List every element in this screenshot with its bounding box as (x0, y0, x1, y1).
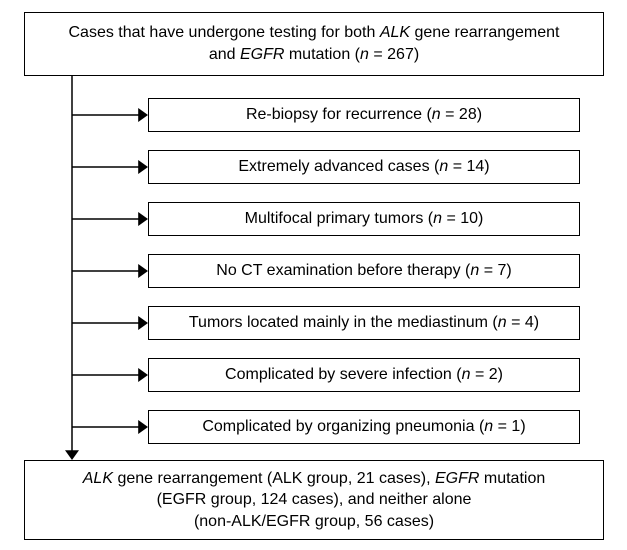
n-label: n (360, 46, 369, 63)
n-value: = 2) (471, 366, 503, 383)
n-label: n (470, 262, 479, 279)
exclusion-box: Complicated by organizing pneumonia (n =… (148, 410, 580, 444)
cohort-line1: Cases that have undergone testing for bo… (68, 22, 559, 44)
n-label: n (484, 418, 493, 435)
n-value: = 4) (507, 314, 539, 331)
exclusion-text: Tumors located mainly in the mediastinum… (189, 314, 498, 331)
exclusion-text: No CT examination before therapy ( (216, 262, 470, 279)
text: and (209, 46, 240, 63)
exclusion-box: Complicated by severe infection (n = 2) (148, 358, 580, 392)
n-value: = 10) (442, 210, 483, 227)
cohort-line2: and EGFR mutation (n = 267) (209, 44, 419, 66)
result-line2: (EGFR group, 124 cases), and neither alo… (157, 489, 472, 511)
cohort-box: Cases that have undergone testing for bo… (24, 12, 604, 76)
exclusion-box: Extremely advanced cases (n = 14) (148, 150, 580, 184)
gene-egfr: EGFR (435, 470, 479, 487)
exclusion-text: Extremely advanced cases ( (238, 158, 439, 175)
gene-egfr: EGFR (240, 46, 284, 63)
exclusion-box: Multifocal primary tumors (n = 10) (148, 202, 580, 236)
n-label: n (462, 366, 471, 383)
text: mutation (479, 470, 545, 487)
text: gene rearrangement (ALK group, 21 cases)… (113, 470, 435, 487)
gene-alk: ALK (83, 470, 113, 487)
exclusion-text: Multifocal primary tumors ( (245, 210, 433, 227)
exclusion-text: Complicated by severe infection ( (225, 366, 462, 383)
n-value: = 7) (479, 262, 511, 279)
text: gene rearrangement (410, 24, 559, 41)
n-value: = 14) (448, 158, 489, 175)
exclusion-box: Tumors located mainly in the mediastinum… (148, 306, 580, 340)
text: mutation ( (284, 46, 360, 63)
result-box: ALK gene rearrangement (ALK group, 21 ca… (24, 460, 604, 540)
n-label: n (439, 158, 448, 175)
text: Cases that have undergone testing for bo… (68, 24, 379, 41)
gene-alk: ALK (380, 24, 410, 41)
result-line3: (non-ALK/EGFR group, 56 cases) (194, 511, 434, 533)
exclusion-text: Complicated by organizing pneumonia ( (202, 418, 484, 435)
n-value: = 1) (493, 418, 525, 435)
n-label: n (433, 210, 442, 227)
result-line1: ALK gene rearrangement (ALK group, 21 ca… (83, 468, 545, 490)
exclusion-text: Re-biopsy for recurrence ( (246, 106, 432, 123)
exclusion-box: No CT examination before therapy (n = 7) (148, 254, 580, 288)
n-label: n (432, 106, 441, 123)
n-value: = 28) (441, 106, 482, 123)
n-value: = 267) (369, 46, 419, 63)
n-label: n (498, 314, 507, 331)
exclusion-box: Re-biopsy for recurrence (n = 28) (148, 98, 580, 132)
